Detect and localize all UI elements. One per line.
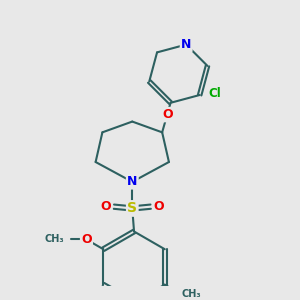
Text: CH₃: CH₃ bbox=[44, 235, 64, 244]
Text: N: N bbox=[181, 38, 191, 51]
Text: Cl: Cl bbox=[208, 87, 221, 100]
Text: O: O bbox=[153, 200, 164, 213]
Text: O: O bbox=[81, 233, 92, 246]
Text: CH₃: CH₃ bbox=[182, 289, 202, 298]
Text: O: O bbox=[101, 200, 111, 213]
Text: N: N bbox=[127, 175, 137, 188]
Text: S: S bbox=[127, 201, 137, 215]
Text: O: O bbox=[162, 108, 172, 121]
